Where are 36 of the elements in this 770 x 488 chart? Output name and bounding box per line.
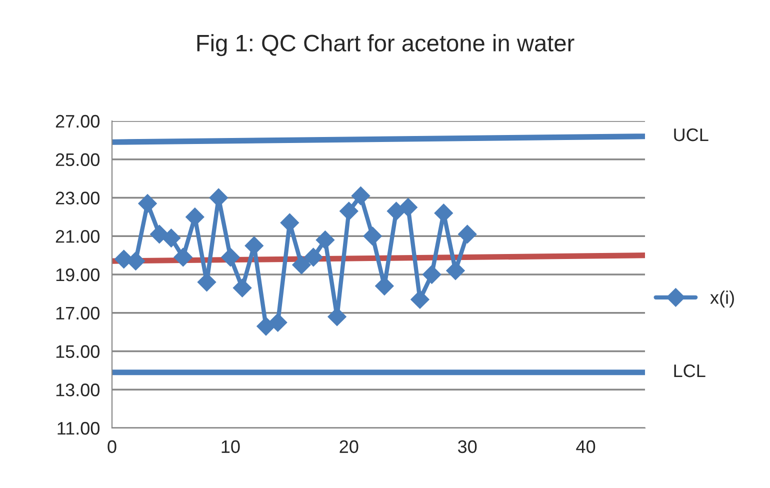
y-tick-label: 11.00 — [58, 422, 100, 435]
y-tick-label: 15.00 — [56, 345, 100, 358]
y-tick-label: 21.00 — [56, 230, 100, 243]
series-label: LCL — [674, 364, 706, 378]
point — [422, 265, 442, 284]
point — [304, 248, 323, 267]
point — [410, 290, 430, 309]
point — [221, 248, 240, 267]
series-label: UCL — [674, 128, 708, 142]
point — [363, 226, 382, 246]
y-tick-label: 17.00 — [56, 306, 100, 320]
point — [351, 186, 370, 206]
x-tick-label: 40 — [576, 440, 596, 454]
y-tick-label: 25.00 — [56, 153, 100, 166]
point — [316, 230, 335, 250]
y-tick-label: 23.00 — [56, 192, 100, 204]
legend-label: x(i) — [710, 290, 734, 308]
point — [232, 278, 252, 298]
y-tick-label: 19.00 — [56, 268, 100, 282]
chart-title: Fig 1: QC Chart for acetone in water — [197, 34, 574, 56]
point — [268, 313, 288, 332]
point — [446, 261, 465, 280]
x-tick-label: 20 — [340, 440, 358, 454]
point — [162, 228, 181, 248]
x-tick-label: 0 — [108, 440, 116, 454]
y-tick-label: 27.00 — [56, 114, 100, 128]
point — [398, 198, 418, 217]
x-tick-label: 10 — [222, 440, 240, 454]
y-tick-label: 13.00 — [56, 384, 100, 396]
point — [292, 256, 311, 274]
point — [386, 202, 406, 221]
point — [458, 224, 477, 244]
point — [340, 202, 358, 221]
point — [138, 194, 157, 213]
point — [174, 248, 192, 267]
x-tick-label: 30 — [458, 440, 477, 454]
